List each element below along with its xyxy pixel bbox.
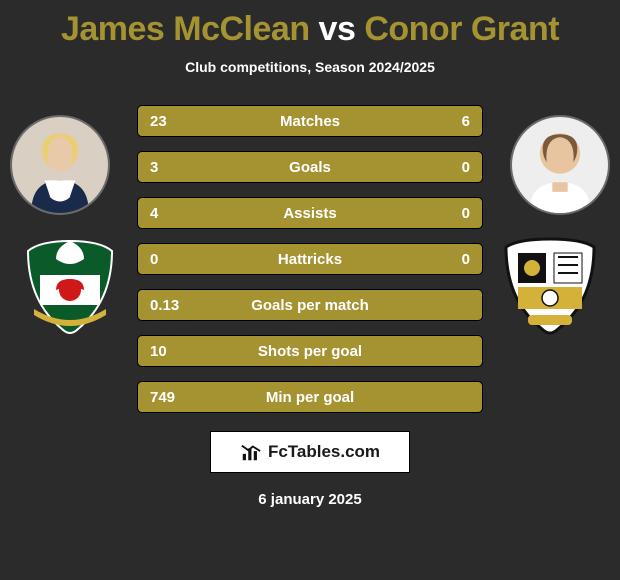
- player1-avatar: [10, 115, 110, 215]
- stat-right-value: 0: [462, 159, 470, 176]
- player1-club-crest: [20, 235, 120, 335]
- stat-label: Min per goal: [138, 389, 482, 406]
- comparison-panel: 23 Matches 6 3 Goals 0 4 Assists 0 0 Hat…: [0, 105, 620, 413]
- bar-chart-icon: [240, 441, 262, 463]
- page-title: James McClean vs Conor Grant: [0, 0, 620, 49]
- stat-label: Matches: [138, 113, 482, 130]
- stat-label: Hattricks: [138, 251, 482, 268]
- stat-row: 0.13 Goals per match: [137, 289, 483, 321]
- stat-left-value: 4: [150, 205, 158, 222]
- stat-bars: 23 Matches 6 3 Goals 0 4 Assists 0 0 Hat…: [137, 105, 483, 413]
- player1-name: James McClean: [61, 10, 310, 48]
- date-text: 6 january 2025: [0, 491, 620, 508]
- person-icon: [512, 117, 608, 213]
- stat-left-value: 0: [150, 251, 158, 268]
- stat-label: Goals per match: [138, 297, 482, 314]
- player2-club-crest: [500, 235, 600, 335]
- stat-row: 749 Min per goal: [137, 381, 483, 413]
- stat-left-value: 10: [150, 343, 167, 360]
- stat-left-value: 23: [150, 113, 167, 130]
- stat-row: 23 Matches 6: [137, 105, 483, 137]
- stat-row: 4 Assists 0: [137, 197, 483, 229]
- stat-label: Goals: [138, 159, 482, 176]
- brand-badge: FcTables.com: [210, 431, 410, 473]
- stat-right-value: 0: [462, 251, 470, 268]
- player2-name: Conor Grant: [364, 10, 559, 48]
- brand-text: FcTables.com: [268, 442, 380, 462]
- stat-row: 0 Hattricks 0: [137, 243, 483, 275]
- stat-label: Shots per goal: [138, 343, 482, 360]
- club-crest-icon: [20, 235, 120, 335]
- stat-right-value: 6: [462, 113, 470, 130]
- stat-left-value: 0.13: [150, 297, 179, 314]
- person-icon: [12, 117, 108, 213]
- vs-text: vs: [319, 10, 356, 48]
- stat-row: 3 Goals 0: [137, 151, 483, 183]
- club-crest-icon: [500, 235, 600, 335]
- stat-left-value: 3: [150, 159, 158, 176]
- player2-avatar: [510, 115, 610, 215]
- stat-right-value: 0: [462, 205, 470, 222]
- subtitle: Club competitions, Season 2024/2025: [0, 59, 620, 75]
- stat-label: Assists: [138, 205, 482, 222]
- stat-left-value: 749: [150, 389, 175, 406]
- stat-row: 10 Shots per goal: [137, 335, 483, 367]
